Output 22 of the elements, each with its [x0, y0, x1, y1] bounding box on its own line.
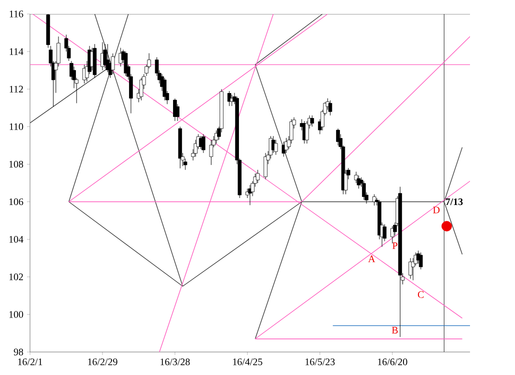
y-tick-label: 106 [9, 198, 24, 206]
y-tick-label: 100 [9, 311, 24, 318]
y-tick-label: 110 [10, 123, 24, 130]
x-tick-label: 16/3/28 [160, 358, 190, 366]
y-tick-label: 98 [14, 348, 24, 356]
annotation: D [433, 206, 440, 214]
y-tick-label: 108 [9, 160, 24, 168]
annotation: A [368, 256, 376, 262]
y-tick-label: 114 [10, 48, 24, 55]
x-tick-label: 16/4/25 [233, 358, 262, 366]
y-tick-label: 102 [9, 274, 23, 280]
x-tick-label: 16/5/23 [306, 358, 335, 366]
x-tick-label: 16/2/29 [88, 358, 118, 366]
y-tick-label: 104 [9, 236, 24, 243]
x-tick-label: 16/6/20 [378, 358, 408, 366]
y-tick-label: 116 [10, 10, 24, 18]
annotation: 7/13 [446, 198, 463, 206]
y-tick-label: 112 [10, 86, 23, 92]
x-tick-label: 16/2/1 [18, 358, 42, 366]
annotation: C [418, 291, 424, 298]
annotation: B [392, 326, 398, 334]
annotation: P [392, 242, 398, 249]
